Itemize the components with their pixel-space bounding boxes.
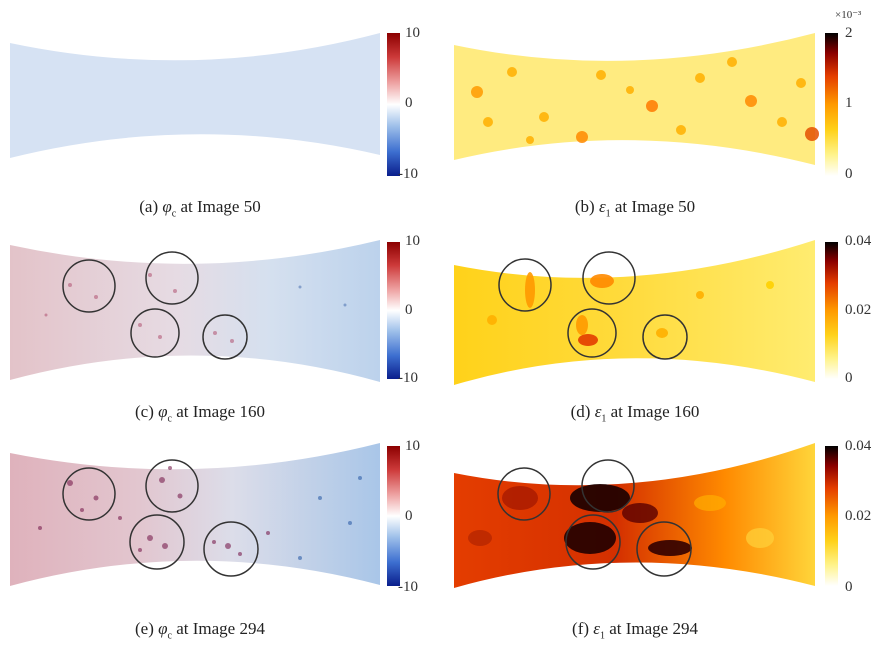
highlight-circle [636,521,692,577]
highlight-circle [62,467,116,521]
caption-a: (a) φc at Image 50 [100,197,300,219]
caption-text: at Image 160 [606,402,700,421]
caption-symbol: ε [593,619,600,638]
colorbar-tick: 10 [405,438,420,454]
highlight-circle [582,251,636,305]
caption-subscript: c [167,630,172,642]
caption-text: at Image 50 [610,197,696,216]
caption-label: (a) [139,197,163,216]
colorbar [825,446,838,586]
caption-f: (f) ε1 at Image 294 [535,619,735,641]
colorbar-tick: 0 [845,166,853,182]
specimen-field [454,240,815,385]
panel-f: 0.04 0.02 0 (f) ε1 at Image 294 [440,438,889,650]
strain-spots [471,57,819,144]
panel-c-plot [10,240,400,382]
caption-subscript: 1 [601,413,607,425]
colorbar-tick: -10 [398,370,418,386]
caption-subscript: 1 [599,630,605,642]
caption-text: at Image 160 [171,402,265,421]
colorbar-tick: 0 [405,302,413,318]
colorbar [387,242,400,379]
panel-b: ×10⁻³ 2 1 0 (b) ε1 at Image 50 [440,0,889,225]
highlight-circle [567,308,617,358]
caption-label: (c) [135,402,159,421]
colorbar-tick: 10 [405,25,420,41]
colorbar-tick: 0 [405,95,413,111]
panel-e: 10 0 -10 (e) φc at Image 294 [0,438,440,650]
colorbar-tick: 0 [845,579,853,595]
colorbar-exponent: ×10⁻³ [835,9,862,21]
colorbar-tick: -10 [398,579,418,595]
highlight-circle [642,314,688,360]
damage-speckle [44,273,347,343]
specimen-field [10,240,380,382]
caption-text: at Image 294 [171,619,265,638]
colorbar [825,242,838,379]
highlight-circle [130,308,180,358]
highlight-circle [581,459,635,513]
panel-f-plot [454,443,838,588]
panel-a: 10 0 -10 (a) φc at Image 50 [0,0,440,225]
highlight-circle [203,521,259,577]
highlight-circle [62,259,116,313]
strain-spots [468,484,774,556]
specimen-field [10,33,380,158]
colorbar-tick: -10 [398,166,418,182]
caption-subscript: 1 [605,208,611,220]
highlight-circle [565,514,621,570]
strain-spots [487,272,774,346]
colorbar-tick: 0.02 [845,508,872,524]
panel-a-plot [10,33,400,176]
colorbar-tick: 0.04 [845,233,872,249]
caption-label: (b) [574,197,599,216]
highlight-circles [497,459,692,577]
panel-c: 10 0 -10 (c) φc at Image 160 [0,225,440,438]
colorbar-tick: 0 [845,370,853,386]
highlight-circle [129,514,185,570]
specimen-field [10,443,380,586]
caption-symbol: φ [158,402,168,421]
colorbar [387,446,400,586]
caption-symbol: ε [594,402,602,421]
caption-text: at Image 294 [604,619,698,638]
caption-e: (e) φc at Image 294 [100,619,300,641]
highlight-circles [62,251,248,360]
caption-label: (d) [570,402,595,421]
colorbar-tick: 1 [845,95,853,111]
highlight-circles [498,251,688,360]
colorbar-tick: 0.02 [845,302,872,318]
caption-subscript: c [167,413,172,425]
caption-b: (b) ε1 at Image 50 [535,197,735,219]
highlight-circle [145,459,199,513]
colorbar [825,33,838,176]
colorbar-tick: 0 [405,508,413,524]
highlight-circles [62,459,259,577]
highlight-circle [202,314,248,360]
colorbar [387,33,400,176]
panel-b-plot [454,33,838,176]
highlight-circle [145,251,199,305]
damage-speckle [38,466,362,560]
caption-text: at Image 50 [176,197,261,216]
colorbar-tick: 10 [405,233,420,249]
caption-c: (c) φc at Image 160 [100,402,300,424]
caption-symbol: φ [162,197,172,216]
panel-d-plot [454,240,838,385]
colorbar-tick: 2 [845,25,853,41]
colorbar-tick: 0.04 [845,438,872,454]
highlight-circle [497,467,551,521]
specimen-field [454,33,815,165]
caption-label: (f) [572,619,594,638]
caption-d: (d) ε1 at Image 160 [535,402,735,424]
panel-e-plot [10,443,400,586]
caption-symbol: φ [158,619,168,638]
panel-d: 0.04 0.02 0 (d) ε1 at Image 160 [440,225,889,438]
caption-subscript: c [171,208,177,220]
highlight-circle [498,258,552,312]
caption-symbol: ε [598,197,606,216]
caption-label: (e) [135,619,159,638]
